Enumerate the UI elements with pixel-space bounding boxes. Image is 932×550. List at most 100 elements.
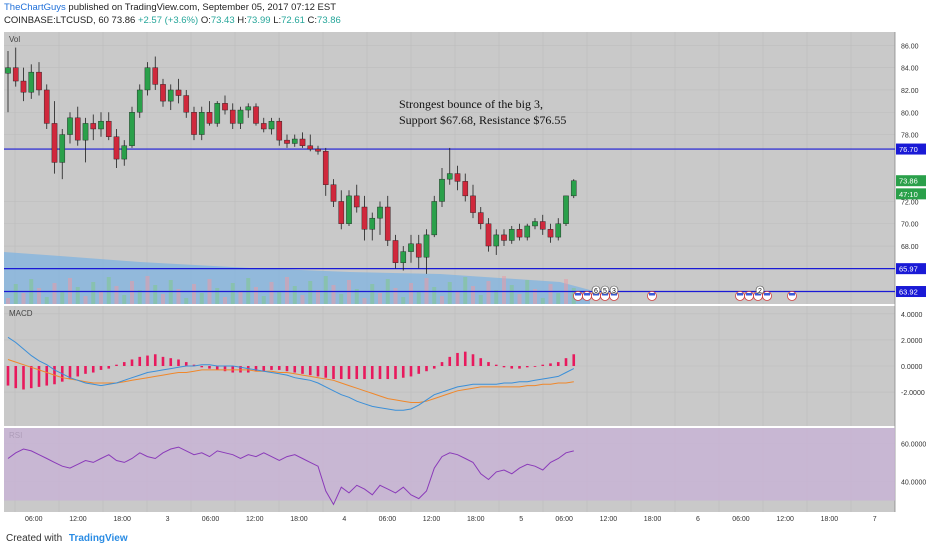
- y-tick-label: 70.00: [901, 222, 919, 229]
- candle-body: [384, 206, 391, 241]
- candle-body: [516, 229, 523, 238]
- candle-body: [508, 229, 515, 241]
- macd-histogram-bar: [215, 366, 219, 370]
- candle-body: [353, 195, 360, 208]
- candle-body: [346, 195, 352, 224]
- macd-histogram-bar: [161, 356, 165, 366]
- macd-histogram-bar: [518, 366, 521, 369]
- macd-histogram-bar: [494, 364, 498, 366]
- x-tick-label: 6: [696, 516, 700, 523]
- candle-body: [315, 148, 321, 152]
- candle-body: [20, 80, 27, 93]
- volume-bar: [161, 294, 165, 304]
- volume-bar: [37, 288, 41, 304]
- macd-histogram-bar: [425, 366, 428, 372]
- volume-bar: [52, 283, 57, 304]
- volume-bar: [393, 288, 398, 304]
- candle-body: [408, 243, 414, 252]
- event-marker: [573, 291, 583, 301]
- macd-histogram-bar: [231, 366, 235, 373]
- macd-histogram-bar: [324, 366, 328, 378]
- volume-bar: [409, 283, 413, 304]
- x-tick-label: 06:00: [379, 516, 397, 523]
- volume-bar: [502, 276, 506, 304]
- candle-body: [152, 67, 159, 85]
- macd-histogram-bar: [169, 358, 173, 366]
- event-count-label: 5: [603, 288, 607, 295]
- price-change: +2.57 (+3.6%): [137, 15, 199, 26]
- macd-histogram-bar: [533, 366, 537, 367]
- volume-bar: [122, 295, 127, 304]
- volume-bar: [176, 289, 181, 304]
- macd-histogram-bar: [29, 366, 33, 389]
- volume-bar: [153, 285, 158, 304]
- macd-histogram-bar: [347, 366, 351, 380]
- price-badge: [896, 175, 926, 187]
- candle-body: [245, 106, 252, 111]
- candle-body: [121, 145, 128, 160]
- x-tick-label: 18:00: [821, 516, 839, 523]
- x-tick-label: 12:00: [246, 516, 264, 523]
- macd-histogram-bar: [487, 362, 490, 366]
- level-label: 65.97: [899, 265, 918, 274]
- high-value: 73.99: [246, 15, 271, 26]
- candle-body: [90, 123, 97, 130]
- candle-body: [51, 123, 58, 163]
- candle-body: [260, 123, 267, 130]
- x-tick-label: 3: [166, 516, 170, 523]
- volume-bar: [471, 286, 475, 304]
- volume-bar: [509, 285, 514, 304]
- volume-bar: [486, 281, 491, 304]
- y-tick-label: 4.0000: [901, 312, 923, 319]
- volume-bar: [44, 297, 49, 304]
- volume-bar: [339, 294, 344, 304]
- volume-bar: [556, 293, 561, 304]
- y-tick-label: 2.0000: [901, 338, 923, 345]
- macd-histogram-bar: [45, 366, 49, 386]
- macd-histogram-bar: [370, 366, 374, 380]
- author-link[interactable]: TheChartGuys: [4, 2, 66, 13]
- volume-bar: [416, 292, 421, 304]
- x-tick-label: 06:00: [555, 516, 573, 523]
- candle-body: [470, 195, 476, 213]
- macd-histogram-bar: [394, 366, 397, 380]
- candle-body: [415, 243, 422, 258]
- volume-bar: [83, 296, 88, 304]
- volume-bar: [184, 298, 189, 304]
- macd-histogram-bar: [37, 366, 41, 387]
- rsi-band: [4, 428, 895, 501]
- event-flag: [737, 293, 743, 296]
- y-tick-label: 60.0000: [901, 441, 926, 448]
- tradingview-logo[interactable]: TradingView: [68, 533, 128, 544]
- candle-body: [5, 67, 11, 74]
- candle-body: [129, 112, 135, 146]
- candle-body: [330, 184, 337, 202]
- pane-label: Vol: [9, 35, 20, 44]
- volume-bar: [199, 293, 204, 304]
- macd-histogram-bar: [332, 366, 335, 380]
- candle-body: [253, 106, 259, 124]
- candle-body: [198, 112, 205, 135]
- macd-histogram-bar: [277, 366, 281, 370]
- volume-bar: [254, 287, 258, 304]
- macd-histogram-bar: [99, 366, 103, 370]
- macd-histogram-bar: [386, 366, 390, 380]
- macd-histogram-bar: [84, 366, 87, 374]
- volume-bar: [277, 291, 282, 304]
- macd-histogram-bar: [262, 366, 266, 372]
- price-badge: [896, 188, 926, 200]
- macd-histogram-bar: [192, 364, 196, 366]
- macd-histogram-bar: [502, 366, 506, 368]
- y-tick-label: 82.00: [901, 88, 919, 95]
- candle-body: [439, 178, 445, 202]
- candle-body: [446, 173, 453, 180]
- volume-bar: [261, 296, 266, 304]
- volume-bar: [478, 295, 483, 304]
- candle-body: [276, 120, 283, 141]
- candle-body: [477, 212, 484, 224]
- macd-histogram-bar: [146, 355, 149, 366]
- macd-histogram-bar: [107, 366, 111, 369]
- x-tick-label: 18:00: [467, 516, 485, 523]
- macd-histogram-bar: [463, 351, 467, 366]
